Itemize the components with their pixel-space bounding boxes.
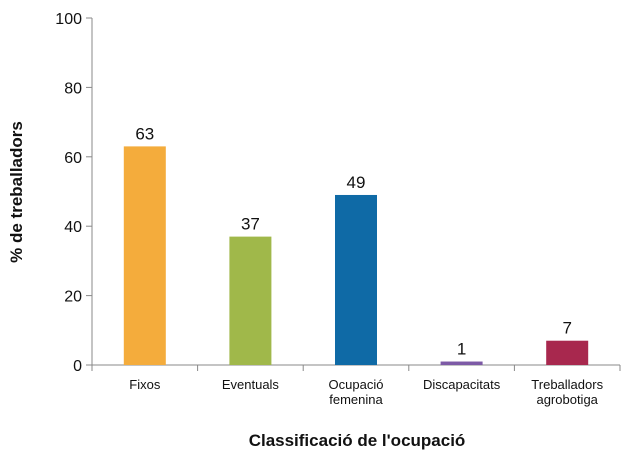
y-tick-label: 100 xyxy=(55,11,82,28)
bar xyxy=(546,340,589,365)
bar xyxy=(229,236,272,365)
x-tick-label: Ocupació femenina xyxy=(329,377,384,407)
bar xyxy=(335,194,377,365)
y-tick-label: 0 xyxy=(73,358,82,375)
x-tick-label: Treballadors agrobotiga xyxy=(531,377,603,407)
data-label: 1 xyxy=(457,340,466,359)
data-label: 63 xyxy=(135,124,154,143)
x-axis-title: Classificació de l'ocupació xyxy=(249,431,466,450)
data-label: 37 xyxy=(241,215,260,234)
data-label: 7 xyxy=(562,319,571,338)
y-tick-label: 40 xyxy=(64,219,82,236)
y-tick-label: 20 xyxy=(64,289,82,306)
y-tick-label: 80 xyxy=(64,80,82,97)
bar xyxy=(123,146,166,365)
x-tick-label: Discapacitats xyxy=(423,377,501,392)
x-tick-label: Fixos xyxy=(129,377,161,392)
x-tick-label: Eventuals xyxy=(222,377,280,392)
bar xyxy=(440,361,483,365)
y-tick-label: 60 xyxy=(64,150,82,167)
data-label: 49 xyxy=(347,173,366,192)
y-axis-title: % de treballadors xyxy=(7,121,26,263)
